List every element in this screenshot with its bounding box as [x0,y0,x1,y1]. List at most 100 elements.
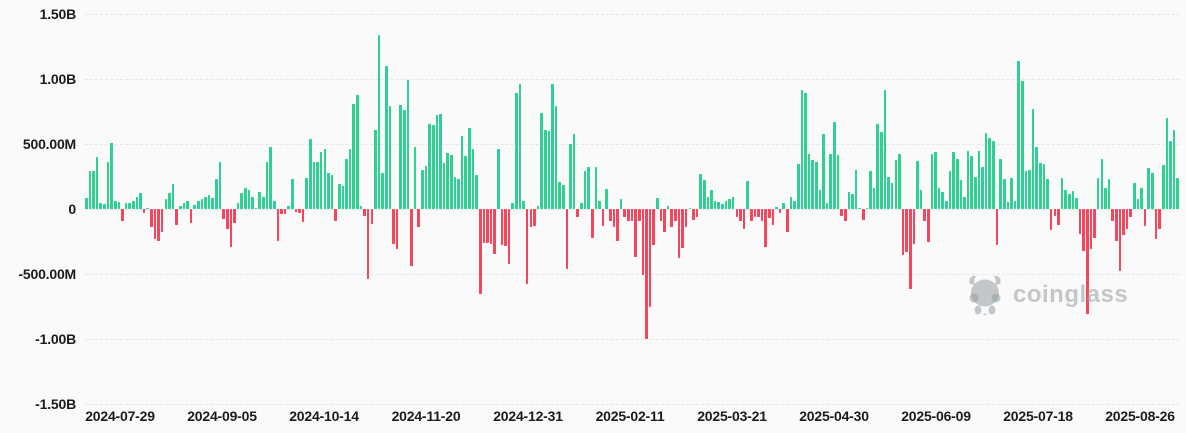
bar[interactable] [1064,189,1067,209]
bar[interactable] [403,110,406,209]
bar[interactable] [121,209,124,221]
bar[interactable] [551,84,554,209]
bar[interactable] [290,179,294,209]
bar[interactable] [1104,188,1107,209]
bar[interactable] [663,209,666,233]
bar[interactable] [731,197,735,209]
bar[interactable] [178,205,182,209]
bar[interactable] [229,209,233,247]
bar[interactable] [1057,209,1060,225]
bar[interactable] [543,129,547,209]
bar[interactable] [153,209,157,239]
bar[interactable] [594,167,598,209]
bar[interactable] [580,203,583,209]
bar[interactable] [677,209,681,258]
bar[interactable] [565,209,569,269]
bar[interactable] [1060,177,1064,209]
bar[interactable] [95,157,99,209]
bar[interactable] [305,177,309,209]
bar[interactable] [981,167,984,209]
bar[interactable] [233,209,236,224]
bar[interactable] [800,90,804,209]
bar[interactable] [818,189,822,209]
bar[interactable] [836,155,840,209]
bar[interactable] [684,209,688,227]
bar[interactable] [782,203,786,209]
bar[interactable] [883,90,887,209]
bar[interactable] [377,34,381,209]
bar[interactable] [160,209,164,233]
bar[interactable] [948,171,952,209]
bar[interactable] [681,209,684,248]
bar[interactable] [247,189,251,209]
bar[interactable] [710,189,713,209]
bar[interactable] [330,175,334,209]
bar[interactable] [421,170,424,209]
bar[interactable] [450,155,453,209]
bar[interactable] [439,114,442,209]
bar[interactable] [146,207,150,209]
bar[interactable] [1002,179,1006,209]
bar[interactable] [294,209,298,212]
bar[interactable] [413,147,417,209]
bar[interactable] [356,94,359,209]
bar[interactable] [641,209,645,276]
bar[interactable] [258,192,262,209]
bar[interactable] [1067,194,1071,209]
bar[interactable] [590,209,594,238]
bar[interactable] [655,197,659,209]
bar[interactable] [468,128,471,209]
bar[interactable] [1154,209,1158,239]
bar[interactable] [562,184,565,209]
bar[interactable] [1096,178,1100,209]
bar[interactable] [952,151,955,209]
bar[interactable] [168,192,171,209]
bar[interactable] [312,161,316,209]
bar[interactable] [674,209,677,222]
bar[interactable] [569,144,572,209]
bar[interactable] [811,159,814,209]
bar[interactable] [576,209,580,217]
bar[interactable] [262,197,265,209]
bar[interactable] [1140,187,1143,209]
bar[interactable] [587,167,590,209]
bar[interactable] [1172,130,1176,209]
bar[interactable] [778,209,782,213]
bar[interactable] [854,170,858,209]
bar[interactable] [1071,190,1075,209]
bar[interactable] [1089,209,1093,250]
bar[interactable] [370,209,374,224]
bar[interactable] [941,192,945,209]
bar[interactable] [1093,209,1096,238]
bar[interactable] [1046,179,1049,209]
bar[interactable] [283,209,287,215]
bar[interactable] [702,179,706,209]
bar[interactable] [117,201,121,209]
bar[interactable] [540,112,543,209]
bar[interactable] [215,179,218,209]
bar[interactable] [1042,164,1046,209]
bar[interactable] [977,150,981,209]
bar[interactable] [428,123,431,209]
bar[interactable] [1147,167,1151,209]
bar[interactable] [927,209,930,243]
bar[interactable] [753,209,757,217]
bar[interactable] [525,209,529,284]
bar[interactable] [945,200,948,209]
bar[interactable] [616,209,619,241]
bar[interactable] [1133,183,1136,209]
bar[interactable] [815,162,818,209]
bar[interactable] [1028,170,1031,209]
bar[interactable] [1035,146,1039,209]
bar[interactable] [869,170,872,209]
bar[interactable] [807,154,811,209]
bar[interactable] [598,200,601,209]
bar[interactable] [431,124,435,209]
bar[interactable] [334,209,337,222]
bar[interactable] [1075,197,1078,209]
bar[interactable] [898,154,901,209]
bar[interactable] [1118,209,1122,272]
bar[interactable] [670,209,674,228]
bar[interactable] [236,203,240,209]
bar[interactable] [103,203,106,209]
